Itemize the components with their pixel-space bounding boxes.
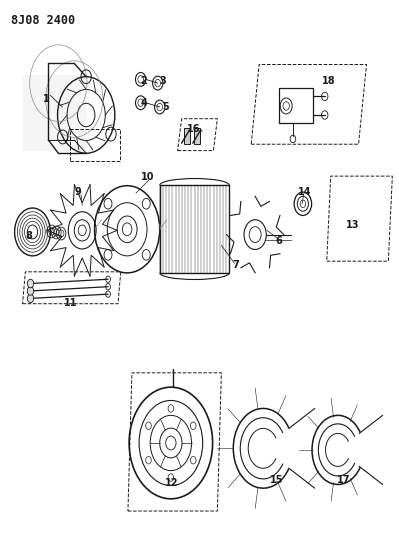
- Polygon shape: [23, 75, 86, 150]
- Text: 13: 13: [346, 220, 359, 230]
- Circle shape: [28, 294, 34, 303]
- Text: 18: 18: [322, 77, 336, 86]
- Text: 9: 9: [75, 187, 82, 197]
- Text: 1: 1: [43, 94, 50, 104]
- Text: 6: 6: [276, 236, 282, 246]
- Text: 7: 7: [232, 261, 239, 270]
- Text: 4: 4: [140, 98, 147, 108]
- Text: 3: 3: [160, 77, 166, 86]
- Text: 12: 12: [165, 479, 178, 488]
- Bar: [194, 128, 200, 144]
- Text: 8: 8: [25, 231, 32, 241]
- Circle shape: [28, 279, 34, 288]
- Text: 8J08 2400: 8J08 2400: [11, 14, 75, 27]
- Text: 14: 14: [298, 187, 312, 197]
- Text: 2: 2: [140, 77, 147, 86]
- Text: 16: 16: [187, 124, 200, 134]
- Text: 11: 11: [63, 297, 77, 308]
- Text: 5: 5: [162, 102, 169, 112]
- Bar: [184, 128, 190, 144]
- Circle shape: [28, 287, 34, 295]
- Bar: [160, 185, 229, 273]
- Text: 10: 10: [141, 172, 154, 182]
- Text: 17: 17: [337, 475, 350, 485]
- Text: 15: 15: [270, 475, 284, 485]
- Bar: [70, 130, 120, 161]
- Bar: [279, 88, 313, 123]
